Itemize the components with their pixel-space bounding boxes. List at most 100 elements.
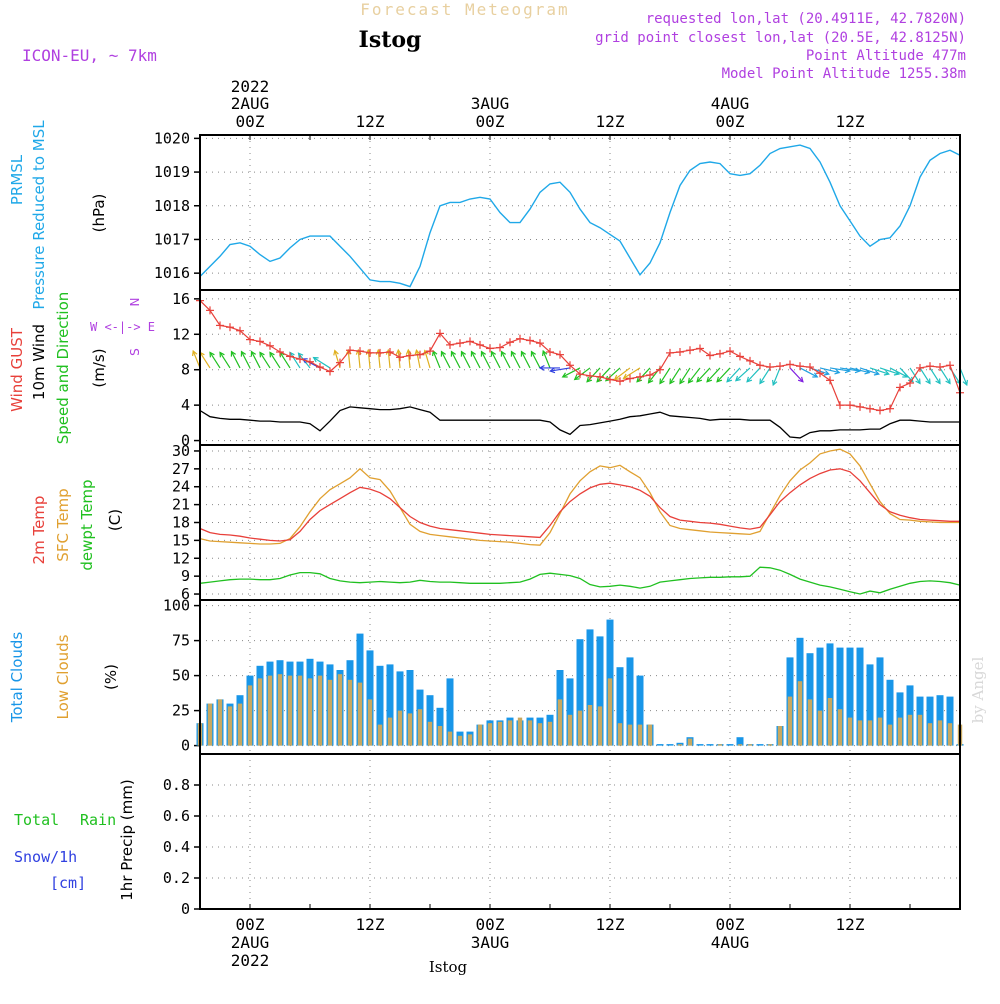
low-cloud-bar — [567, 714, 573, 746]
low-cloud-bar — [947, 723, 953, 746]
low-cloud-bar — [407, 713, 413, 746]
low-cloud-bar — [457, 735, 463, 746]
total-cloud-bar — [386, 664, 394, 746]
wind-arrow-head — [414, 348, 421, 356]
top-time-label: 00Z — [476, 112, 505, 131]
wind-arrow — [269, 352, 281, 369]
wind-speed-line — [199, 406, 960, 439]
wind-arrow — [259, 352, 271, 369]
top-time-label: 3AUG — [471, 94, 510, 113]
y-tick-label: 9 — [181, 567, 190, 585]
bottom-time-label: 2AUG — [231, 933, 270, 952]
wind-arrow — [716, 367, 731, 383]
panel-clouds: 0 25 50 75 100 Total Clouds Low Clouds (%) — [8, 597, 964, 755]
wind-arrow-head — [510, 350, 517, 357]
pressure-unit: (hPa) — [90, 194, 108, 233]
y-tick-label: 1018 — [154, 197, 190, 215]
y-tick-label: 0.4 — [163, 838, 190, 856]
wind-arrow-head — [530, 350, 537, 357]
low-cloud-label: Low Clouds — [54, 634, 72, 719]
wind-arrow — [772, 367, 781, 386]
low-cloud-bar — [927, 723, 933, 746]
y-tick-label: 25 — [172, 702, 190, 720]
wind-arrow — [313, 357, 331, 369]
total-cloud-bar — [406, 670, 414, 746]
top-time-label: 12Z — [596, 112, 625, 131]
snow-unit: [cm] — [50, 874, 86, 892]
bottom-time-label: 00Z — [236, 915, 265, 934]
low-cloud-bar — [357, 682, 363, 746]
y-tick-label: 1019 — [154, 163, 190, 181]
wind-arrow-head — [659, 378, 665, 385]
wind-dir-label: Speed and Direction — [54, 292, 72, 445]
wind-arrow-head — [549, 367, 556, 374]
bottom-time-label: 12Z — [836, 915, 865, 934]
low-cloud-bar — [607, 678, 613, 746]
top-time-label: 12Z — [836, 112, 865, 131]
low-cloud-bar — [817, 710, 823, 746]
wind-arrow-head — [726, 376, 733, 383]
wind-arrow-head — [759, 378, 765, 385]
wind-arrow-head — [772, 379, 778, 387]
panels: 1016 1017 1018 1019 1020 PRMSL Pressure Reduce… — [8, 120, 968, 918]
low-cloud-bar — [327, 679, 333, 746]
wind-arrow — [799, 367, 818, 378]
wind-arrow-head — [230, 350, 237, 357]
wind-arrow-head — [945, 378, 951, 385]
total-cloud-bar — [666, 744, 674, 746]
low-cloud-bar — [887, 724, 893, 746]
panel-frame — [199, 753, 961, 910]
wind-arrow — [596, 367, 611, 383]
low-cloud-bar — [627, 724, 633, 746]
panel-frame — [199, 289, 961, 446]
low-cloud-bar — [837, 709, 843, 746]
wind-arrow-head — [542, 349, 548, 357]
wind-arrow — [759, 367, 771, 384]
wind-arrow — [415, 350, 421, 369]
wind-arrow — [550, 367, 571, 372]
wind-arrow-head — [812, 372, 819, 378]
footer-location: Istog — [429, 958, 468, 976]
low-cloud-bar — [207, 703, 213, 746]
point-altitude: Point Altitude 477m — [806, 48, 966, 64]
low-cloud-bar — [487, 723, 493, 746]
wind-arrow — [471, 351, 481, 369]
wind-arrow — [669, 367, 681, 384]
top-year-label: 2022 — [231, 77, 270, 96]
wind-arrow — [219, 352, 231, 369]
y-tick-label: 4 — [181, 396, 190, 414]
wind-arrow — [521, 351, 531, 369]
panel-precip: 0 0.2 0.4 0.6 0.8 Total Rain Snow/1h [cm] 1hr Pre… — [14, 753, 961, 918]
low-cloud-bar — [247, 685, 253, 746]
pressure-line — [199, 144, 961, 288]
wind-arrow-head — [269, 351, 275, 358]
top-time-label: 00Z — [716, 112, 745, 131]
wind-arrow — [511, 351, 521, 369]
low-cloud-bar — [387, 717, 393, 746]
y-tick-label: 21 — [172, 496, 190, 514]
wind-arrow — [696, 367, 711, 383]
low-cloud-bar — [537, 723, 543, 746]
wind-arrow-head — [480, 350, 487, 357]
wind-arrow-head — [883, 370, 890, 376]
low-cloud-bar — [347, 679, 353, 746]
low-cloud-bar — [597, 706, 603, 746]
wind-arrow — [614, 367, 631, 380]
total-cloud-bar — [426, 695, 434, 746]
wind-arrow — [501, 351, 511, 369]
low-cloud-bar — [497, 721, 503, 746]
low-cloud-bar — [867, 720, 873, 746]
wind-arrow-head — [250, 350, 257, 357]
top-time-label: 2AUG — [231, 94, 270, 113]
wind-arrow-head — [192, 349, 198, 357]
y-tick-label: 8 — [181, 361, 190, 379]
model-name: ICON-EU, ~ 7km — [22, 46, 157, 65]
wind-unit: (m/s) — [90, 348, 108, 387]
gust-line — [199, 300, 961, 412]
product-title: Forecast Meteogram — [360, 0, 569, 19]
wind-arrow-head — [797, 376, 804, 383]
low-cloud-bar — [317, 675, 323, 746]
